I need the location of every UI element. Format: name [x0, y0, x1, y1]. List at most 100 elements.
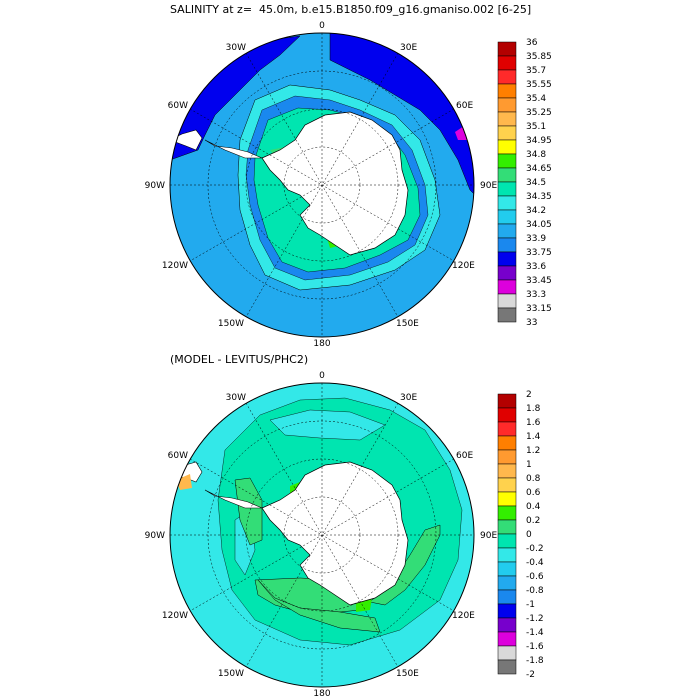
top-colorbar-swatch: [497, 111, 517, 127]
top-colorbar-label: 35.1: [526, 122, 546, 132]
top-lon-label-60w: 60W: [168, 101, 188, 111]
bottom-antarctic-peninsula: [204, 489, 263, 509]
bottom-colorbar-swatch: [497, 547, 517, 563]
top-colorbar-label: 33.45: [526, 276, 552, 286]
top-colorbar-label: 34.65: [526, 164, 552, 174]
bottom-colorbar-label: 0.6: [526, 488, 541, 498]
bottom-lon-label-0: 0: [319, 371, 325, 381]
bottom-colorbar-swatch: [497, 449, 517, 465]
bottom-colorbar-label: 2: [526, 390, 532, 400]
bottom-colorbar-label: 0: [526, 530, 532, 540]
top-colorbar-swatch: [497, 55, 517, 71]
bottom-colorbar-label: 0.4: [526, 502, 541, 512]
bottom-cyan-patch-north: [269, 409, 386, 441]
bottom-coastal-hotspot: [176, 474, 192, 490]
top-antarctic-peninsula: [204, 139, 263, 159]
top-lon-label-30w: 30W: [226, 43, 246, 53]
top-colorbar-label: 35.7: [526, 66, 546, 76]
bottom-colorbar-swatch: [497, 477, 517, 493]
bottom-colorbar-swatch: [497, 575, 517, 591]
top-colorbar-swatch: [497, 265, 517, 281]
top-colorbar-label: 33.3: [526, 290, 546, 300]
top-colorbar-label: 34.2: [526, 206, 546, 216]
bottom-colorbar-swatch: [497, 393, 517, 409]
bottom-lon-label-150e: 150E: [396, 669, 419, 679]
top-colorbar: 36 35.85 35.7 35.55 35.4 35.25 35.1 34.95 34.8 34…: [497, 38, 552, 328]
bottom-lon-label-180: 180: [313, 689, 330, 699]
top-lon-label-150w: 150W: [218, 319, 244, 329]
top-colorbar-label: 33.6: [526, 262, 546, 272]
bottom-colorbar-label: -1.6: [526, 642, 544, 652]
bottom-longitude-labels: 0 30E 60E 90E 120E 150E 180 150W 120W 90…: [145, 371, 498, 699]
bottom-colorbar-swatch: [497, 407, 517, 423]
top-colorbar-swatch: [497, 237, 517, 253]
bottom-colorbar-swatch: [497, 491, 517, 507]
bottom-green-area-amundsen: [257, 579, 381, 633]
bottom-colorbar-swatch: [497, 519, 517, 535]
bottom-colorbar-label: 0.8: [526, 474, 541, 484]
bottom-colorbar-label: 1.6: [526, 418, 541, 428]
top-salinity-map: 0 30E 60E 90E 120E 150E 180 150W 120W 90…: [145, 21, 552, 349]
top-colorbar-swatch: [497, 293, 517, 309]
top-map-border: [169, 32, 475, 338]
top-colorbar-label: 35.25: [526, 108, 552, 118]
bottom-lon-label-120e: 120E: [452, 611, 475, 621]
bottom-colorbar-swatch: [497, 463, 517, 479]
top-lon-label-180: 180: [313, 339, 330, 349]
top-colorbar-label: 33.15: [526, 304, 552, 314]
bottom-colorbar-swatch: [497, 617, 517, 633]
bottom-map-border: [169, 382, 475, 688]
top-colorbar-label: 34.35: [526, 192, 552, 202]
bottom-colorbar-label: -1.4: [526, 628, 544, 638]
bottom-colorbar-label: -1.2: [526, 614, 544, 624]
bottom-lon-label-60w: 60W: [168, 451, 188, 461]
top-colorbar-label: 34.5: [526, 178, 546, 188]
top-colorbar-swatch: [497, 307, 517, 323]
top-lon-label-30e: 30E: [400, 43, 417, 53]
bottom-colorbar-swatch: [497, 631, 517, 647]
bottom-antarctica: [261, 461, 409, 606]
top-south-america: [170, 129, 203, 151]
top-colorbar-swatch: [497, 195, 517, 211]
bottom-colorbar-label: -0.4: [526, 558, 544, 568]
top-lon-label-120w: 120W: [162, 261, 188, 271]
bottom-colorbar-label: 1: [526, 460, 532, 470]
top-colorbar-label: 34.05: [526, 220, 552, 230]
bottom-lon-label-30w: 30W: [226, 393, 246, 403]
top-plot-title: SALINITY at z= 45.0m, b.e15.B1850.f09_g1…: [170, 3, 532, 16]
top-lon-label-150e: 150E: [396, 319, 419, 329]
top-colorbar-swatch: [497, 251, 517, 267]
bottom-colorbar-swatch: [497, 659, 517, 675]
bottom-colorbar-swatch: [497, 589, 517, 605]
bottom-lon-label-60e: 60E: [456, 451, 473, 461]
top-colorbar-swatch: [497, 41, 517, 57]
top-colorbar-label: 35.55: [526, 80, 552, 90]
bottom-colorbar-label: -1.8: [526, 656, 544, 666]
bottom-colorbar-swatch: [497, 421, 517, 437]
bottom-graticule: [170, 383, 474, 687]
bottom-colorbar-label: -2: [526, 670, 535, 680]
top-colorbar-swatch: [497, 125, 517, 141]
bottom-lon-label-30e: 30E: [400, 393, 417, 403]
top-antarctica: [261, 111, 409, 256]
top-colorbar-swatch: [497, 279, 517, 295]
bottom-lon-label-150w: 150W: [218, 669, 244, 679]
bottom-colorbar-label: 1.2: [526, 446, 540, 456]
bottom-colorbar-label: 1.4: [526, 432, 541, 442]
top-lon-label-90e: 90E: [480, 181, 497, 191]
bottom-colorbar-swatch: [497, 645, 517, 661]
bottom-difference-map: 0 30E 60E 90E 120E 150E 180 150W 120W 90…: [145, 371, 544, 699]
bottom-colorbar-label: -0.2: [526, 544, 544, 554]
top-colorbar-swatch: [497, 153, 517, 169]
bottom-colorbar: 2 1.8 1.6 1.4 1.2 1 0.8 0.6 0.4 0.2 0 -0.2 -0.4 -0.6 -…: [497, 390, 544, 680]
bottom-colorbar-label: -0.8: [526, 586, 544, 596]
bottom-colorbar-swatch: [497, 505, 517, 521]
top-colorbar-swatch: [497, 69, 517, 85]
top-colorbar-label: 36: [526, 38, 538, 48]
top-graticule: [170, 33, 474, 337]
bottom-colorbar-label: -0.6: [526, 572, 544, 582]
bottom-colorbar-swatch: [497, 435, 517, 451]
bottom-colorbar-label: 1.8: [526, 404, 541, 414]
top-lon-label-120e: 120E: [452, 261, 475, 271]
